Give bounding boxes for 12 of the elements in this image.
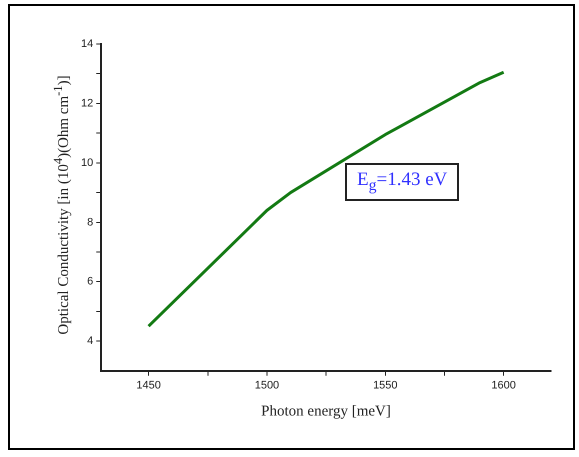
x-tick-label: 1600 bbox=[491, 379, 516, 392]
y-tick-label: 12 bbox=[80, 97, 94, 110]
annotation: E$_{g}$=1.43 eV bbox=[345, 163, 460, 201]
x-tick-label: 1550 bbox=[373, 379, 398, 392]
x-tick-label: 1500 bbox=[254, 379, 280, 392]
y-tick-label: 8 bbox=[87, 216, 94, 228]
y-tick-label: 14 bbox=[80, 38, 94, 50]
x-tick-label: 1450 bbox=[136, 379, 161, 392]
x-axis-title: Photon energy [meV] bbox=[261, 404, 391, 420]
y-tick-label: 4 bbox=[87, 335, 94, 348]
y-tick-label: 10 bbox=[80, 156, 94, 169]
y-tick-label: 6 bbox=[87, 276, 94, 288]
